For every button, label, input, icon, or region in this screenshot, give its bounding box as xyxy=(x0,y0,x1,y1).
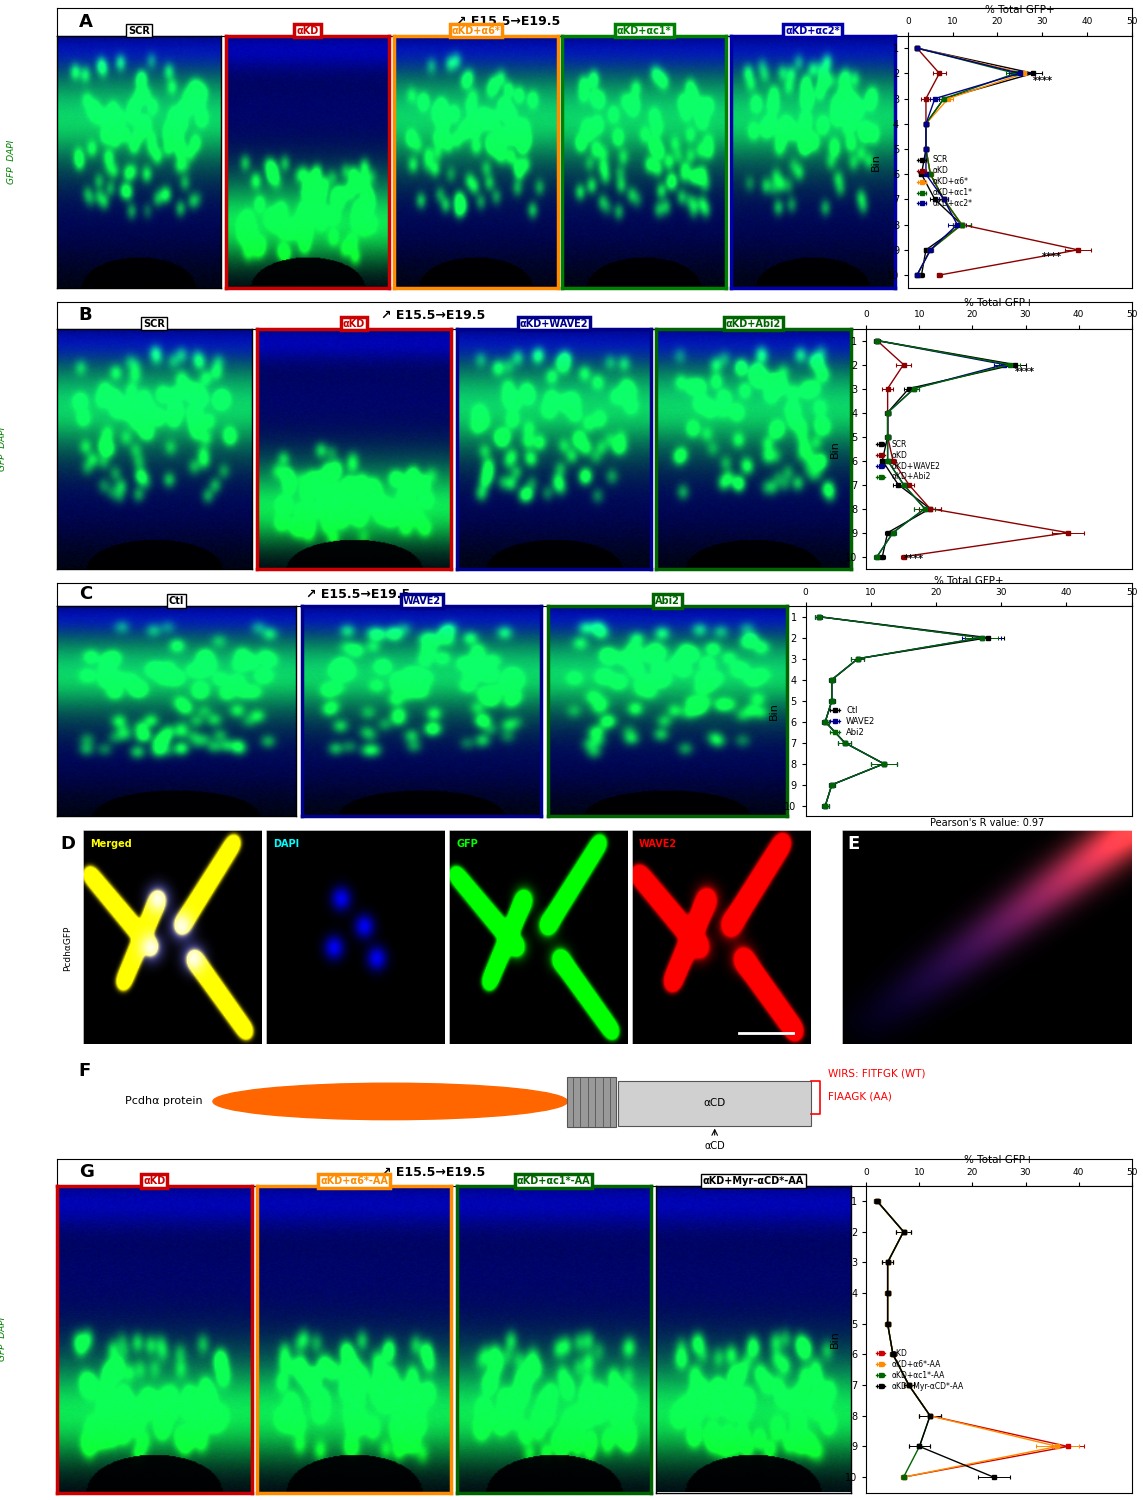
Text: FIAAGK (AA): FIAAGK (AA) xyxy=(828,1090,892,1101)
Text: MZ: MZ xyxy=(39,616,53,626)
Text: PcdhαGFP: PcdhαGFP xyxy=(63,926,72,970)
Text: CP: CP xyxy=(41,1286,54,1294)
Text: E: E xyxy=(848,834,860,852)
X-axis label: % Total GFP+: % Total GFP+ xyxy=(934,576,1004,586)
Text: αKD+WAVE2: αKD+WAVE2 xyxy=(519,318,588,328)
Y-axis label: Bin: Bin xyxy=(769,702,778,720)
Text: SCR: SCR xyxy=(143,318,166,328)
Text: G: G xyxy=(79,1164,94,1182)
Text: IZ: IZ xyxy=(45,465,54,474)
Text: ****: **** xyxy=(1042,252,1062,262)
Text: Merged: Merged xyxy=(90,839,131,849)
Text: ****: **** xyxy=(904,554,924,564)
Text: ↗ E15.5→E19.5: ↗ E15.5→E19.5 xyxy=(381,1166,486,1179)
Text: Ctl: Ctl xyxy=(169,596,184,606)
Text: αCD: αCD xyxy=(704,1098,726,1108)
Text: αKD+α6*-AA: αKD+α6*-AA xyxy=(320,1176,387,1185)
Text: αKD+αc1*: αKD+αc1* xyxy=(617,26,672,36)
Text: MZ: MZ xyxy=(40,48,54,57)
Text: CP: CP xyxy=(41,674,53,682)
Text: VZ/SVZ: VZ/SVZ xyxy=(21,262,54,272)
Text: Pcdhα protein: Pcdhα protein xyxy=(125,1096,202,1107)
Text: CP: CP xyxy=(42,117,54,126)
X-axis label: % Total GFP+: % Total GFP+ xyxy=(965,1155,1033,1166)
Text: ↗ E15.5→E19.5: ↗ E15.5→E19.5 xyxy=(306,588,410,602)
Text: IZ: IZ xyxy=(43,726,53,735)
X-axis label: % Total GFP+: % Total GFP+ xyxy=(965,298,1033,309)
Y-axis label: Bin: Bin xyxy=(830,440,840,458)
Text: αKD: αKD xyxy=(143,1176,166,1185)
Text: GFP  DAPI: GFP DAPI xyxy=(0,426,7,471)
X-axis label: % Total GFP+: % Total GFP+ xyxy=(985,6,1055,15)
Text: GFP: GFP xyxy=(456,839,478,849)
Text: αKD+α6*: αKD+α6* xyxy=(451,26,501,36)
Text: GFP  DAPI: GFP DAPI xyxy=(7,140,16,183)
Y-axis label: Bin: Bin xyxy=(871,153,881,171)
Text: αKD+αc2*: αKD+αc2* xyxy=(785,26,840,36)
Text: A: A xyxy=(79,12,93,30)
Text: GFP  DAPI: GFP DAPI xyxy=(0,1317,7,1360)
Text: IZ: IZ xyxy=(45,180,54,189)
Text: αCD: αCD xyxy=(704,1142,725,1152)
Legend: αKD, αKD+α6*-AA, αKD+αc1*-AA, αKD+Myr-αCD*-AA: αKD, αKD+α6*-AA, αKD+αc1*-AA, αKD+Myr-αC… xyxy=(873,1346,967,1394)
Text: αKD+Abi2: αKD+Abi2 xyxy=(726,318,781,328)
Text: SCR: SCR xyxy=(128,26,150,36)
Text: ↗ E15.5→E19.5: ↗ E15.5→E19.5 xyxy=(456,15,560,28)
Text: ↗ E15.5→E19.5: ↗ E15.5→E19.5 xyxy=(381,309,486,321)
Y-axis label: Fluorescence intensity of GFP: Fluorescence intensity of GFP xyxy=(830,880,839,995)
Text: WIRS: FITFGK (WT): WIRS: FITFGK (WT) xyxy=(828,1068,925,1078)
Y-axis label: Bin: Bin xyxy=(830,1330,840,1348)
Text: Abi2: Abi2 xyxy=(655,596,680,606)
Text: MZ: MZ xyxy=(39,340,54,350)
Text: MZ: MZ xyxy=(39,1203,54,1212)
Legend: Ctl, WAVE2, Abi2: Ctl, WAVE2, Abi2 xyxy=(826,704,879,741)
Text: VZ/SVZ: VZ/SVZ xyxy=(21,1464,54,1473)
Bar xyxy=(618,1080,812,1125)
Text: WAVE2: WAVE2 xyxy=(402,596,441,606)
Text: ****: **** xyxy=(1015,366,1034,376)
Text: αKD+Myr-αCD*-AA: αKD+Myr-αCD*-AA xyxy=(703,1176,804,1185)
Text: αKD+αc1*-AA: αKD+αc1*-AA xyxy=(517,1176,591,1185)
Legend: SCR, αKD, αKD+α6*, αKD+αc1*, αKD+αc2*: SCR, αKD, αKD+α6*, αKD+αc1*, αKD+αc2* xyxy=(914,153,975,212)
Text: Pearson's R value: 0.97: Pearson's R value: 0.97 xyxy=(929,819,1044,828)
Legend: SCR, αKD, αKD+WAVE2, αKD+Abi2: SCR, αKD, αKD+WAVE2, αKD+Abi2 xyxy=(873,436,943,484)
Text: VZ/SVZ: VZ/SVZ xyxy=(19,795,53,804)
Bar xyxy=(567,1077,616,1128)
Text: F: F xyxy=(79,1062,91,1080)
Ellipse shape xyxy=(213,1083,567,1119)
Text: VZ/SVZ: VZ/SVZ xyxy=(21,544,54,554)
Text: αKD: αKD xyxy=(343,318,365,328)
Text: DAPI: DAPI xyxy=(273,839,299,849)
Text: B: B xyxy=(79,306,93,324)
Text: ****: **** xyxy=(1033,76,1053,86)
Text: WAVE2: WAVE2 xyxy=(639,839,677,849)
Text: IZ: IZ xyxy=(45,1362,54,1371)
Text: C: C xyxy=(79,585,91,603)
Text: αKD: αKD xyxy=(296,26,319,36)
Text: D: D xyxy=(61,834,75,852)
X-axis label: Fluorescence intensity of WAVE2: Fluorescence intensity of WAVE2 xyxy=(925,1047,1049,1056)
Text: CP: CP xyxy=(41,405,54,414)
